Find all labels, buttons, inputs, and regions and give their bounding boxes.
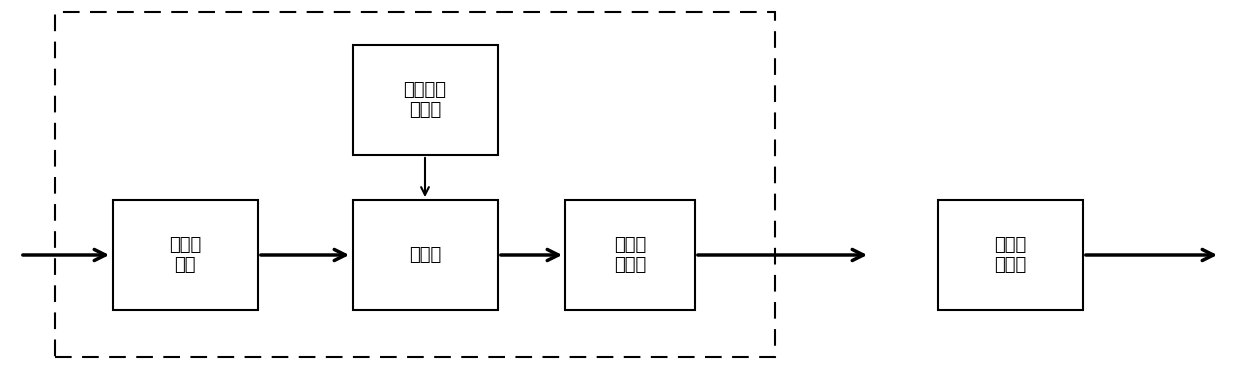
- Text: 所需稳
定转速: 所需稳 定转速: [994, 236, 1026, 275]
- Bar: [353, 200, 498, 310]
- Bar: [353, 45, 498, 155]
- Text: 推理机: 推理机: [409, 246, 441, 264]
- Bar: [565, 200, 695, 310]
- Text: 模糊控制
规则库: 模糊控制 规则库: [404, 81, 447, 119]
- Bar: [937, 200, 1082, 310]
- Text: 模糊化
接口: 模糊化 接口: [168, 236, 201, 275]
- Bar: [54, 12, 775, 357]
- Text: 解模糊
化接口: 解模糊 化接口: [614, 236, 646, 275]
- Bar: [113, 200, 258, 310]
